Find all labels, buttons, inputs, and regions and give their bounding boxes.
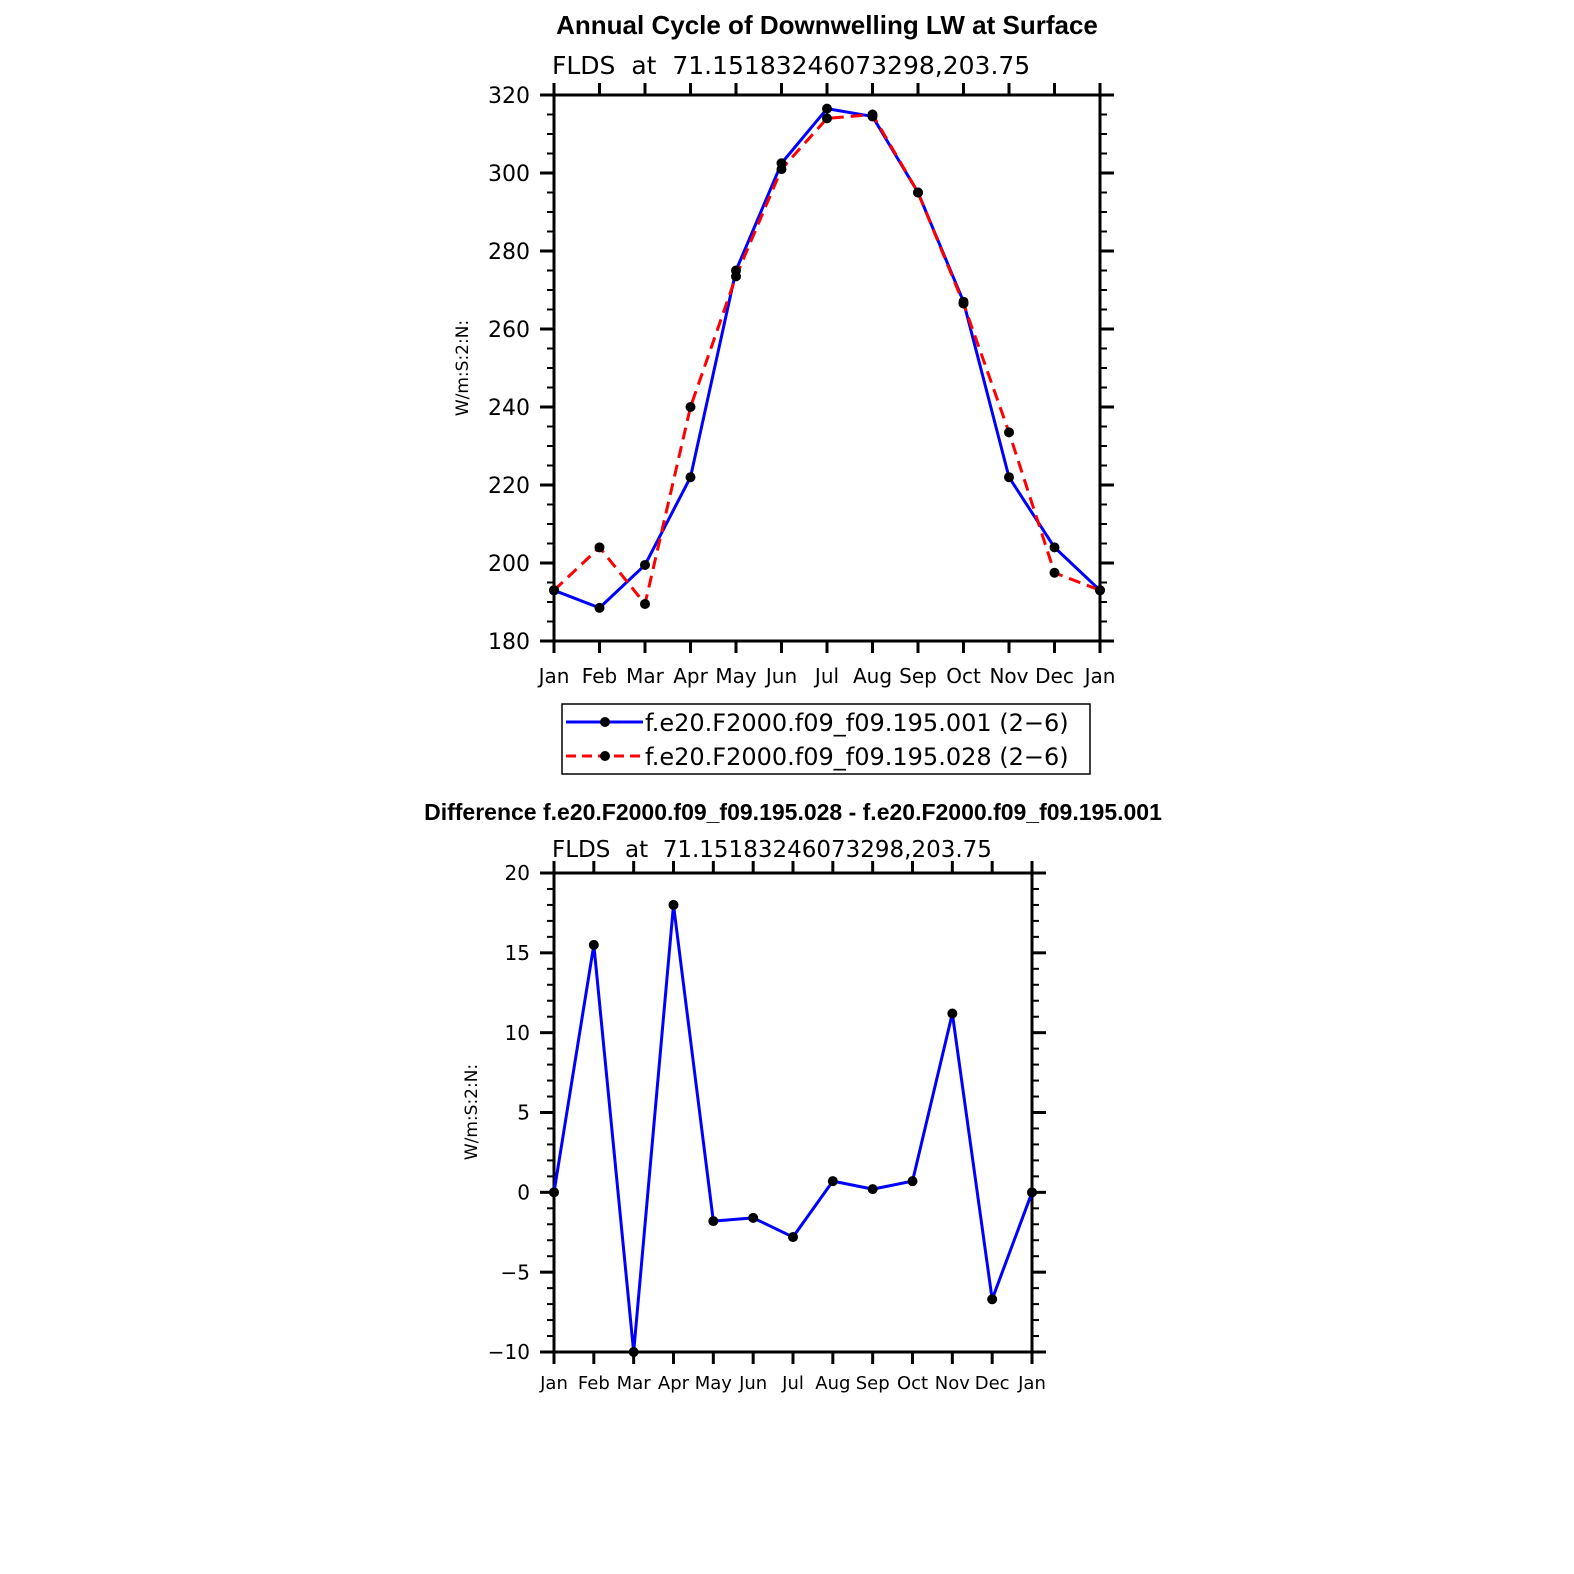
x-tick-label: Sep	[899, 664, 937, 688]
series-1-point	[1049, 542, 1060, 553]
y-tick-label: 15	[505, 941, 530, 965]
legend-marker-series-1	[600, 717, 610, 727]
series-line-2	[552, 113, 1101, 606]
series-1-point	[827, 1176, 838, 1187]
series-1-point	[549, 1187, 559, 1198]
chart-subtitle: FLDS at 71.15183246073298,203.75	[552, 837, 992, 863]
x-tick-label: May	[715, 664, 757, 688]
x-tick-label: Feb	[578, 1373, 610, 1394]
series-2-point	[822, 113, 832, 124]
y-tick-label: 300	[488, 162, 530, 187]
series-1-point	[748, 1212, 759, 1223]
y-axis-label: W/m:S:2:N:	[453, 320, 473, 416]
x-tick-label: Jun	[764, 664, 797, 688]
x-tick-label: Apr	[658, 1373, 690, 1394]
series-1-point	[685, 472, 696, 483]
series-2-point	[776, 164, 787, 175]
x-tick-label: Mar	[626, 664, 665, 688]
plot-frame	[552, 93, 1102, 643]
x-tick-label: Apr	[673, 664, 708, 688]
series-1-point	[594, 602, 605, 613]
y-tick-label: 20	[505, 861, 530, 885]
x-tick-label: Nov	[989, 664, 1028, 688]
legend-label-series-2: f.e20.F2000.f09_f09.195.028 (2−6)	[645, 743, 1069, 771]
chart-title: Difference f.e20.F2000.f09_f09.195.028 -…	[424, 799, 1162, 825]
series-1-point	[628, 1347, 639, 1357]
chart-subtitle: FLDS at 71.15183246073298,203.75	[552, 51, 1030, 80]
x-tick-label: Jun	[738, 1373, 767, 1394]
x-tick-label: May	[695, 1373, 733, 1394]
y-tick-label: 260	[488, 318, 530, 343]
series-1-point	[822, 103, 832, 114]
y-tick-label: 240	[488, 396, 530, 421]
series-2-point	[913, 187, 923, 198]
series-2-point	[958, 298, 969, 309]
y-tick-label: 10	[505, 1021, 530, 1045]
x-tick-label: Nov	[935, 1373, 970, 1394]
y-tick-label: −5	[501, 1260, 530, 1284]
series-2-point	[1004, 427, 1014, 438]
chart-title: Annual Cycle of Downwelling LW at Surfac…	[556, 10, 1098, 40]
series-2-point	[1095, 585, 1105, 596]
x-tick-label: Jul	[813, 664, 839, 688]
legend-label-series-1: f.e20.F2000.f09_f09.195.001 (2−6)	[645, 709, 1069, 737]
x-tick-label: Jan	[1083, 664, 1116, 688]
legend-marker-series-2	[600, 751, 610, 761]
y-tick-label: 320	[488, 84, 530, 109]
y-tick-label: −10	[488, 1340, 530, 1364]
series-1-point	[947, 1008, 958, 1019]
y-tick-label: 5	[517, 1101, 530, 1125]
series-2-point	[731, 271, 741, 282]
series-1-point	[1027, 1187, 1037, 1198]
series-1-point	[668, 899, 679, 910]
x-tick-label: Dec	[975, 1373, 1010, 1394]
y-tick-label: 220	[488, 474, 530, 499]
x-tick-label: Jan	[1017, 1373, 1046, 1394]
series-2-point	[867, 109, 878, 120]
x-tick-label: Oct	[897, 1373, 928, 1394]
series-1-point	[907, 1176, 918, 1187]
x-tick-label: Sep	[856, 1373, 890, 1394]
x-tick-label: Dec	[1035, 664, 1074, 688]
series-line-1	[553, 107, 1102, 610]
x-tick-label: Mar	[617, 1373, 652, 1394]
series-1-point	[788, 1232, 798, 1243]
series-1-point	[1004, 472, 1014, 483]
x-tick-label: Jan	[539, 1373, 568, 1394]
series-1-point	[640, 559, 650, 570]
x-tick-label: Jan	[537, 664, 570, 688]
series-1-point	[987, 1294, 998, 1305]
series-2-point	[640, 598, 650, 609]
plot-area: Jan Feb Mar Apr May Jun Jul Aug Sep Oct Nov Dec Jan−…	[488, 861, 1046, 1394]
plot-area: Jan Feb Mar Apr May Jun Jul Aug Sep Oct Nov Dec Jan 1…	[488, 83, 1115, 688]
series-2-point	[549, 585, 559, 596]
legend-box	[561, 703, 1091, 775]
y-axis-label: W/m:S:2:N:	[462, 1064, 482, 1160]
difference-chart: Difference f.e20.F2000.f09_f09.195.028 -…	[424, 799, 1162, 1394]
series-2-point	[594, 542, 605, 553]
x-tick-label: Aug	[853, 664, 892, 688]
series-1-point	[708, 1216, 719, 1227]
x-tick-label: Oct	[946, 664, 981, 688]
y-tick-label: 280	[488, 240, 530, 265]
x-tick-label: Feb	[582, 664, 617, 688]
y-tick-label: 200	[488, 552, 530, 577]
x-tick-label: Aug	[815, 1373, 850, 1394]
y-tick-label: 0	[517, 1181, 530, 1205]
series-line-1	[552, 903, 1034, 1354]
y-tick-label: 180	[488, 630, 530, 655]
series-2-point	[1049, 567, 1060, 578]
series-1-point	[588, 939, 599, 950]
series-1-point	[867, 1184, 878, 1195]
series-2-point	[685, 402, 696, 412]
legend: f.e20.F2000.f09_f09.195.001 (2−6) f.e20.…	[561, 703, 1091, 775]
x-tick-label: Jul	[781, 1373, 804, 1394]
annual-cycle-chart: Annual Cycle of Downwelling LW at Surfac…	[453, 10, 1115, 775]
